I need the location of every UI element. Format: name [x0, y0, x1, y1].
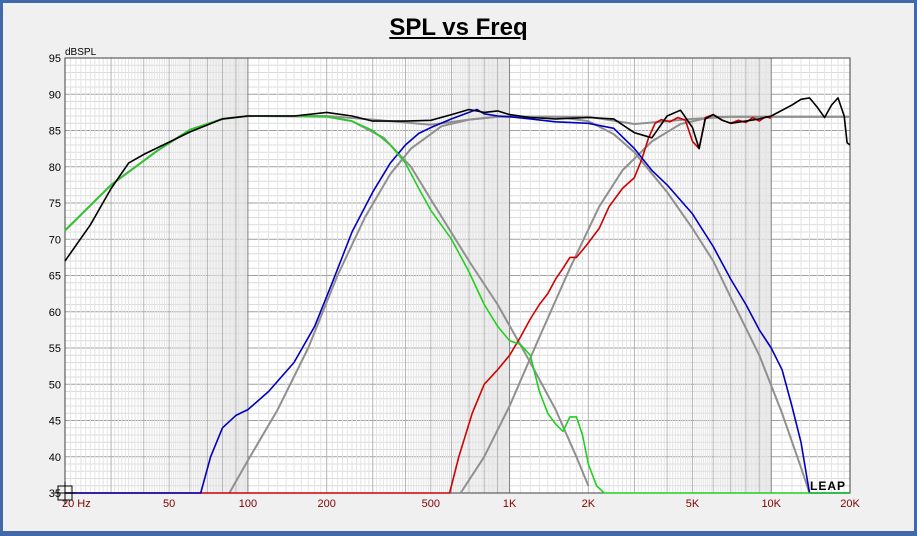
cursor-crosshair-icon	[54, 482, 76, 504]
y-tick-label: 45	[49, 416, 61, 428]
y-tick-label: 80	[49, 162, 61, 174]
x-tick-label: 10K	[761, 498, 781, 510]
plot-border	[64, 57, 851, 494]
y-tick-label: 60	[49, 307, 61, 319]
series-measured-total	[64, 97, 851, 262]
x-tick-label: 20K	[840, 498, 860, 510]
x-tick-label: 2K	[582, 498, 596, 510]
x-tick-label: 50	[163, 498, 175, 510]
y-tick-label: 75	[49, 198, 61, 210]
y-axis-label: dBSPL	[65, 47, 97, 58]
x-tick-label: 500	[422, 498, 440, 510]
x-tick-label: 100	[239, 498, 257, 510]
series-target-tweeter	[459, 115, 850, 494]
window-bottom-edge	[0, 531, 917, 536]
x-tick-label: 20 Hz	[62, 498, 91, 510]
x-tick-label: 200	[317, 498, 335, 510]
y-tick-label: 85	[49, 126, 61, 138]
y-tick-label: 35	[49, 488, 61, 500]
y-tick-label: 65	[49, 271, 61, 283]
y-tick-label: 55	[49, 343, 61, 355]
y-tick-label: 95	[49, 53, 61, 65]
y-tick-label: 90	[49, 89, 61, 101]
chart-title: SPL vs Freq	[389, 14, 528, 41]
y-tick-label: 70	[49, 234, 61, 246]
series-target-mid-lp	[555, 115, 811, 494]
series-measured-mid	[65, 108, 850, 494]
x-tick-label: 5K	[686, 498, 700, 510]
series-target-mid-hp	[228, 115, 556, 494]
x-tick-label: 1K	[503, 498, 517, 510]
y-tick-label: 50	[49, 379, 61, 391]
leap-logo: LEAP	[810, 479, 846, 493]
y-tick-label: 40	[49, 452, 61, 464]
